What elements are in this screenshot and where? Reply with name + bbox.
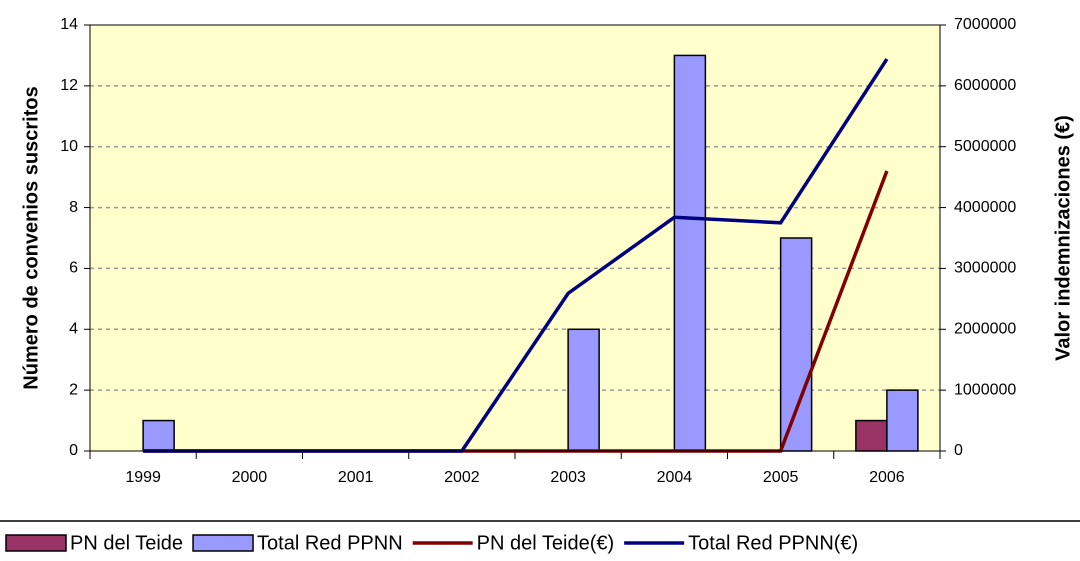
y-tick-label: 8 [69,199,78,216]
y2-tick-label: 0 [954,442,963,459]
plot-border [89,24,941,452]
legend-swatch [192,534,254,552]
y-axis-title: Número de convenios suscritos [20,86,42,389]
bar [567,328,600,452]
y-tick-label: 4 [69,321,78,338]
y2-tick-label: 2000000 [954,321,1016,338]
legend-label: PN del Teide(€) [477,532,614,554]
bar [142,419,175,452]
legend-label: PN del Teide [70,532,183,554]
y-tick-label: 10 [60,138,78,155]
bar [886,389,919,452]
bar [779,237,813,452]
y2-tick-label: 5000000 [954,138,1016,155]
x-tick-label: 2001 [338,469,374,486]
y-tick-label: 0 [69,442,78,459]
y2-tick-label: 6000000 [954,77,1016,94]
x-tick-label: 1999 [125,469,161,486]
x-tick-label: 2006 [869,469,905,486]
y2-axis-title: Valor indemnizaciones (€) [1052,115,1074,361]
y-tick-label: 6 [69,260,78,277]
y2-tick-label: 4000000 [954,199,1016,216]
y-tick-label: 12 [60,77,78,94]
x-tick-label: 2004 [657,469,693,486]
plot-area [90,25,940,451]
y2-tick-label: 7000000 [954,16,1016,33]
legend-label: Total Red PPNN [257,532,403,554]
y-tick-label: 2 [69,381,78,398]
x-tick-label: 2002 [444,469,480,486]
x-tick-label: 2000 [232,469,268,486]
y2-tick-label: 1000000 [954,381,1016,398]
x-tick-label: 2003 [550,469,586,486]
y-tick-label: 14 [60,16,78,33]
legend-swatch [5,534,67,552]
legend-label: Total Red PPNN(€) [688,532,858,554]
x-tick-label: 2005 [763,469,799,486]
bar [673,54,707,452]
y2-tick-label: 3000000 [954,260,1016,277]
bar [855,419,888,452]
